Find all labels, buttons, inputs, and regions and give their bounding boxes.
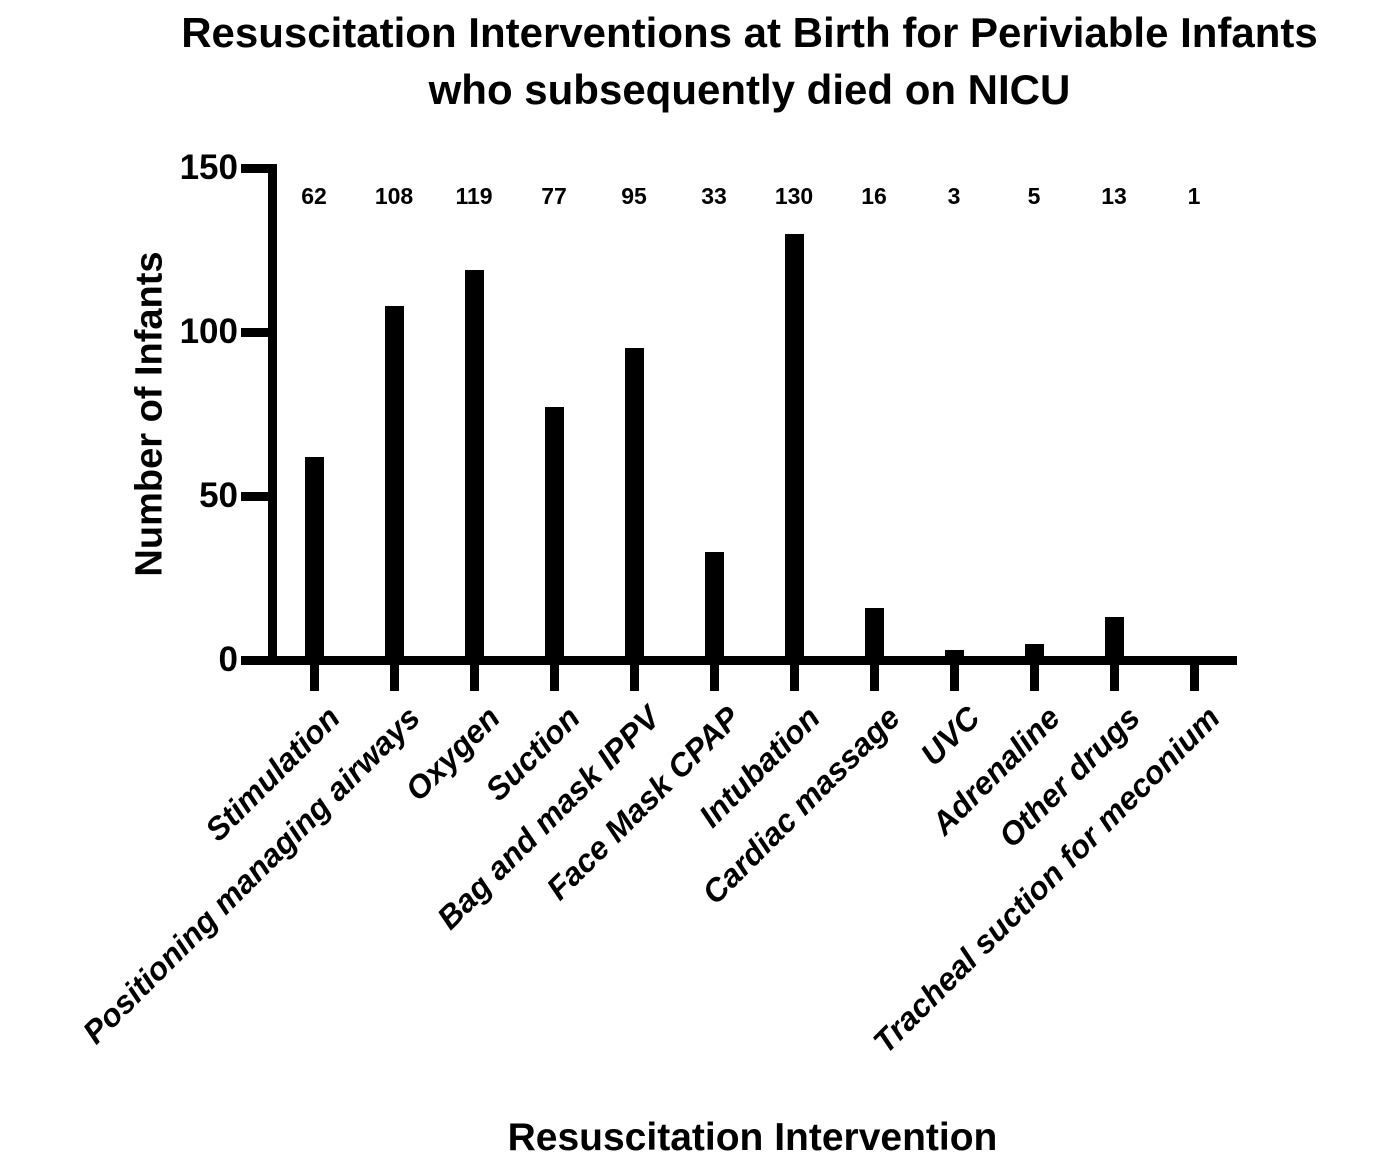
- x-axis-tick: [870, 664, 879, 691]
- bar-value-label: 95: [621, 183, 647, 209]
- y-axis-tick-label: 150: [179, 148, 238, 187]
- bar-value-label: 108: [374, 183, 414, 209]
- bar: [1025, 644, 1044, 665]
- bar: [1105, 617, 1124, 664]
- chart-title: Resuscitation Interventions at Birth for…: [110, 4, 1389, 118]
- x-axis-tick: [310, 664, 319, 691]
- x-axis-tick: [550, 664, 559, 691]
- bar-value-label: 130: [774, 183, 814, 209]
- bar: [785, 234, 804, 665]
- x-axis-tick: [1190, 664, 1199, 691]
- bar-value-label: 16: [861, 183, 887, 209]
- bar: [305, 457, 324, 665]
- x-axis-tick: [950, 664, 959, 691]
- bar-value-label: 5: [1027, 183, 1041, 209]
- x-axis-tick: [1030, 664, 1039, 691]
- y-axis-tick: [241, 492, 268, 501]
- x-axis-tick: [1110, 664, 1119, 691]
- y-axis-line: [268, 164, 277, 665]
- bar-value-label: 33: [701, 183, 727, 209]
- bar: [545, 407, 564, 664]
- bar-value-label: 77: [541, 183, 567, 209]
- y-axis-tick: [241, 656, 268, 665]
- chart-title-line-2: who subsequently died on NICU: [428, 66, 1071, 113]
- y-axis-tick-label: 50: [199, 476, 238, 515]
- x-category-label: UVC: [913, 699, 987, 773]
- bar: [1185, 657, 1204, 665]
- y-axis-tick: [241, 164, 268, 173]
- y-axis-tick-label: 0: [218, 640, 238, 679]
- x-axis-title: Resuscitation Intervention: [507, 1116, 998, 1159]
- bar-value-label: 1: [1187, 183, 1201, 209]
- x-axis-line: [268, 655, 1237, 665]
- x-axis-tick: [710, 664, 719, 691]
- bar: [465, 270, 484, 665]
- y-axis-tick: [241, 328, 268, 337]
- bar: [705, 552, 724, 665]
- bar-value-label: 119: [455, 183, 493, 209]
- y-axis-tick-label: 100: [179, 312, 238, 351]
- bar: [385, 306, 404, 665]
- x-axis-tick: [470, 664, 479, 691]
- bar-value-label: 62: [301, 183, 327, 209]
- x-axis-tick: [790, 664, 799, 691]
- x-axis-tick: [630, 664, 639, 691]
- chart-title-line-1: Resuscitation Interventions at Birth for…: [181, 9, 1318, 56]
- bar-value-label: 3: [947, 183, 961, 209]
- x-axis-tick: [390, 664, 399, 691]
- bar: [865, 608, 884, 665]
- bar-value-label: 13: [1101, 183, 1127, 209]
- bar: [625, 348, 644, 664]
- x-category-label: Positioning managing airways: [75, 699, 427, 1051]
- y-axis-title: Number of Infants: [128, 251, 171, 577]
- bar: [945, 650, 964, 664]
